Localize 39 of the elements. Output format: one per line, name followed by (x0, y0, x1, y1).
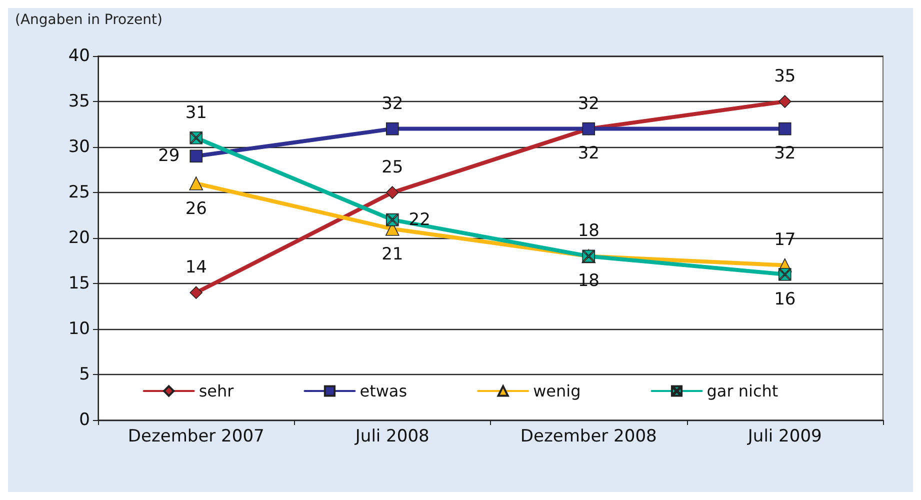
y-tick-label: 30 (68, 137, 90, 157)
point (189, 176, 204, 190)
point (190, 286, 203, 299)
data-label: 32 (578, 144, 600, 164)
data-label: 14 (185, 258, 207, 278)
point (190, 132, 203, 144)
data-label: 35 (774, 66, 796, 87)
point (778, 268, 792, 281)
legend-label: gar nicht (706, 382, 778, 400)
data-label: 26 (185, 198, 207, 219)
chart-title: (Angaben in Prozent) (15, 12, 162, 28)
x-tick-label: Juli 2008 (354, 426, 430, 446)
data-label: 32 (774, 144, 796, 164)
point (190, 150, 203, 162)
y-tick-label: 20 (68, 228, 90, 248)
x-tick-label: Dezember 2008 (520, 426, 657, 446)
data-label: 18 (578, 220, 600, 241)
point (778, 95, 792, 108)
x-tick-label: Dezember 2007 (128, 426, 264, 446)
y-tick-label: 0 (79, 410, 90, 430)
y-tick-label: 5 (79, 364, 90, 384)
point (778, 122, 792, 136)
point (386, 122, 399, 136)
y-tick-label: 10 (68, 319, 90, 339)
legend-label: etwas (360, 382, 408, 400)
x-tick-label: Juli 2009 (746, 426, 822, 446)
y-tick-label: 25 (68, 182, 90, 202)
legend-label: wenig (533, 382, 581, 400)
data-label: 31 (185, 103, 207, 123)
legend-label: sehr (198, 382, 234, 400)
data-label: 21 (382, 244, 404, 264)
y-tick-label: 40 (68, 46, 90, 66)
data-label: 16 (774, 289, 796, 310)
y-tick-label: 15 (68, 274, 90, 294)
data-label: 25 (382, 158, 404, 178)
point (386, 213, 399, 226)
y-tick-label: 35 (68, 92, 90, 112)
data-label: 29 (158, 146, 180, 166)
point (386, 186, 399, 199)
